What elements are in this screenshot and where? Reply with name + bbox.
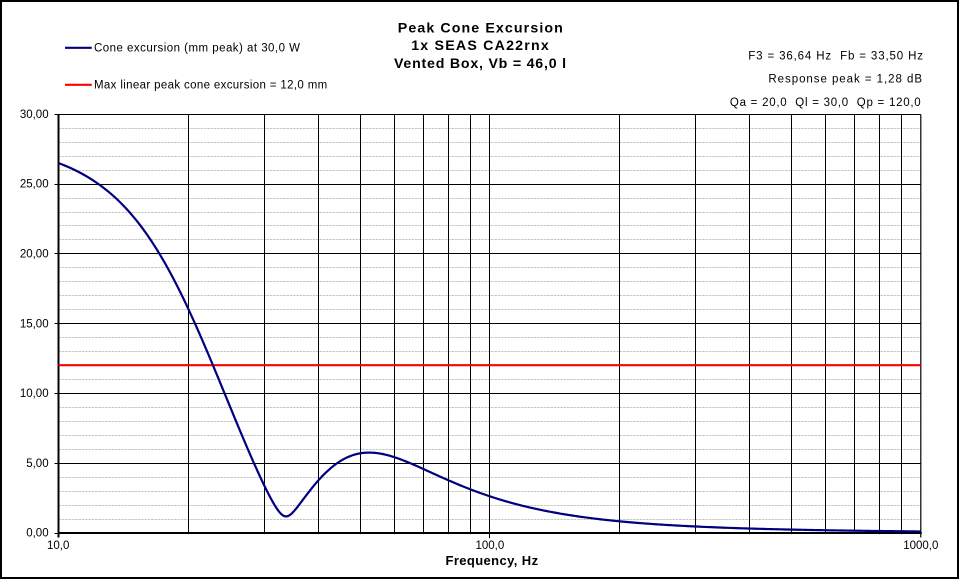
svg-text:Response peak = 1,28 dB: Response peak = 1,28 dB: [768, 74, 923, 86]
svg-text:5,00: 5,00: [26, 458, 48, 470]
svg-text:Qa = 20,0 Ql = 30,0 Qp = 120: Qa = 20,0 Ql = 30,0 Qp = 120,0: [730, 97, 922, 109]
svg-text:Peak Cone Excursion: Peak Cone Excursion: [398, 21, 564, 37]
svg-text:25,00: 25,00: [20, 179, 49, 191]
svg-text:10,0: 10,0: [47, 540, 69, 552]
svg-text:Vented Box, Vb = 46,0 l: Vented Box, Vb = 46,0 l: [394, 56, 567, 72]
svg-text:30,00: 30,00: [20, 109, 49, 121]
svg-text:F3 = 36,64 Hz Fb = 33,50 Hz: F3 = 36,64 Hz Fb = 33,50 Hz: [748, 51, 924, 63]
svg-text:Max linear peak cone excursion: Max linear peak cone excursion = 12,0 mm: [94, 80, 328, 92]
svg-text:0,00: 0,00: [26, 528, 48, 540]
svg-text:1x SEAS CA22rnx: 1x SEAS CA22rnx: [411, 38, 550, 54]
svg-text:100,0: 100,0: [476, 540, 505, 552]
svg-text:Cone excursion (mm peak) at 30: Cone excursion (mm peak) at 30,0 W: [94, 43, 300, 55]
svg-text:15,00: 15,00: [20, 318, 49, 330]
svg-text:1000,0: 1000,0: [903, 540, 938, 552]
svg-text:10,00: 10,00: [20, 388, 49, 400]
svg-text:20,00: 20,00: [20, 249, 49, 261]
svg-text:Frequency, Hz: Frequency, Hz: [446, 553, 539, 568]
